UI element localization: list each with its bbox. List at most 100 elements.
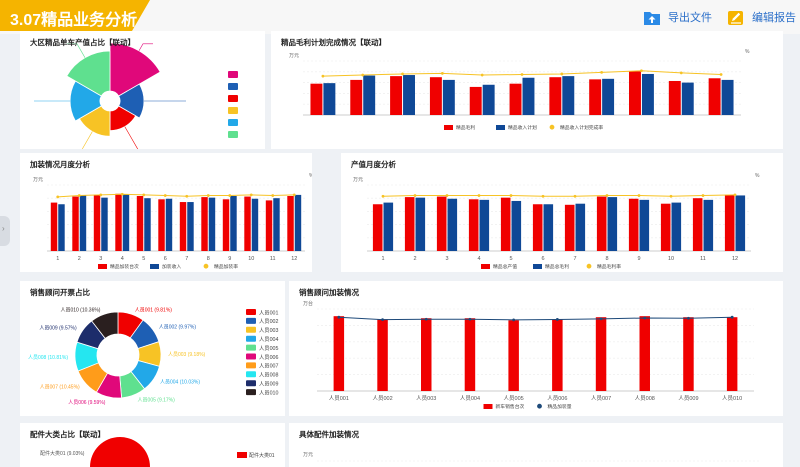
- bar: [508, 320, 519, 391]
- line-point: [480, 73, 484, 77]
- legend-swatch: [246, 353, 256, 360]
- slice-label: 人员002 (9.97%): [159, 325, 197, 331]
- line-point: [445, 194, 449, 197]
- bar: [500, 197, 511, 251]
- bar: [208, 197, 216, 251]
- line-point: [701, 194, 705, 197]
- line-point: [337, 315, 341, 319]
- legend-swatch: [246, 344, 256, 351]
- line-point: [468, 317, 472, 321]
- bar: [50, 202, 58, 251]
- x-tick-label: 人员010: [722, 395, 742, 402]
- pie-slice: [91, 311, 119, 339]
- line-point: [424, 317, 428, 321]
- legend-swatch: [496, 125, 505, 130]
- bar: [668, 80, 681, 115]
- x-tick-label: 8: [605, 256, 608, 262]
- plan-completion-chart: 万元% 精品毛利 精品收入计划 精品收入计划完成率: [289, 49, 750, 131]
- bar: [639, 199, 650, 251]
- legend-label: 人员003: [259, 327, 278, 334]
- plan-completion-panel: 精品毛利计划完成情况【联动】 万元% 精品毛利 精品收入计划 精品收入计划完成率: [271, 31, 783, 149]
- legend-swatch: [228, 107, 238, 114]
- side-collapse-handle[interactable]: ›: [0, 216, 10, 246]
- bar: [421, 318, 432, 391]
- bar: [165, 198, 173, 251]
- legend-swatch: [228, 83, 238, 90]
- x-tick-label: 2: [78, 256, 81, 262]
- series-line: [57, 193, 295, 198]
- legend-swatch: [150, 264, 159, 269]
- legend-swatch: [246, 362, 256, 369]
- bar: [333, 316, 345, 391]
- parts-pie-chart: 配件大类01 配件大类01 (9.03%): [40, 437, 275, 467]
- bar: [363, 75, 376, 115]
- edit-report-button[interactable]: 编辑报告: [727, 7, 796, 27]
- bar: [596, 196, 607, 251]
- legend-marker: [203, 263, 209, 269]
- advisor-install-panel: 销售顾问加装情况 万台 人员001 人员002 人员003 人员004 人员005 人员00…: [289, 281, 783, 416]
- x-tick-label: 人员004: [460, 395, 480, 402]
- legend-swatch: [483, 404, 493, 409]
- x-tick-label: 1: [56, 256, 59, 262]
- legend-swatch: [533, 264, 542, 269]
- x-tick-label: 人员001: [329, 395, 349, 402]
- x-tick-label: 人员005: [504, 395, 524, 402]
- bar: [187, 202, 194, 251]
- page-title: 3.07精品业务分析: [10, 12, 138, 29]
- bar: [144, 198, 151, 251]
- chevron-right-icon: ›: [2, 224, 5, 233]
- line-point: [477, 194, 481, 197]
- parts-pie-title: 配件大类占比【联动】: [30, 430, 105, 439]
- legend-swatch: [246, 389, 256, 396]
- sales-donut-title: 销售顾问开票占比: [30, 288, 90, 297]
- bar: [629, 71, 641, 115]
- region-pie-title: 大区精品单车产值占比【联动】: [30, 38, 135, 47]
- bar: [692, 198, 703, 251]
- label-leader: [81, 131, 93, 149]
- x-tick-label: 12: [291, 256, 297, 262]
- parts-pie-panel: 配件大类占比【联动】 配件大类01 配件大类01 (9.03%): [20, 423, 285, 467]
- bar: [122, 194, 130, 251]
- line-point: [600, 70, 604, 74]
- bar: [179, 202, 187, 251]
- line-point: [321, 74, 325, 78]
- line-point: [599, 317, 603, 321]
- top-bar: 3.07精品业务分析 导出文件 编辑报告: [0, 0, 800, 34]
- bar: [101, 197, 108, 251]
- bar: [660, 203, 671, 251]
- x-tick-label: 11: [700, 256, 706, 262]
- bar: [251, 198, 259, 251]
- bar: [72, 196, 79, 251]
- region-pie-panel: 大区精品单车产值占比【联动】: [20, 31, 265, 149]
- bar: [58, 204, 65, 251]
- legend-label: 新车销售台次: [496, 403, 525, 410]
- x-tick-label: 人员008: [635, 395, 655, 402]
- line-point: [560, 72, 564, 76]
- bar: [683, 317, 694, 391]
- slice-label: 人员001 (9.81%): [135, 307, 173, 313]
- legend-label: 精品加装量: [548, 403, 572, 410]
- x-tick-label: 8: [207, 256, 210, 262]
- bar: [201, 197, 208, 251]
- x-tick-label: 10: [248, 256, 254, 262]
- bar: [564, 204, 575, 251]
- export-file-button[interactable]: 导出文件: [643, 7, 712, 27]
- advisor-install-title: 销售顾问加装情况: [299, 288, 359, 297]
- x-tick-label: 5: [509, 256, 512, 262]
- bar: [273, 198, 280, 251]
- sales-donut-chart: 人员001 (9.81%) 人员002 (9.97%) 人员003 (9.18%) 人…: [28, 307, 278, 406]
- x-tick-label: 人员006: [547, 395, 567, 402]
- x-tick-label: 9: [228, 256, 231, 262]
- bar: [265, 200, 273, 251]
- parts-install-chart: 万元: [303, 452, 759, 462]
- legend-label: 精品收入计划完成率: [560, 124, 603, 131]
- x-tick-label: 人员009: [678, 395, 698, 402]
- legend-swatch: [228, 95, 238, 102]
- folder-upload-icon: [644, 11, 660, 25]
- bar: [287, 196, 294, 251]
- line-point: [271, 194, 275, 197]
- line-point: [228, 194, 232, 197]
- legend-swatch: [444, 125, 453, 130]
- x-tick-label: 7: [185, 256, 188, 262]
